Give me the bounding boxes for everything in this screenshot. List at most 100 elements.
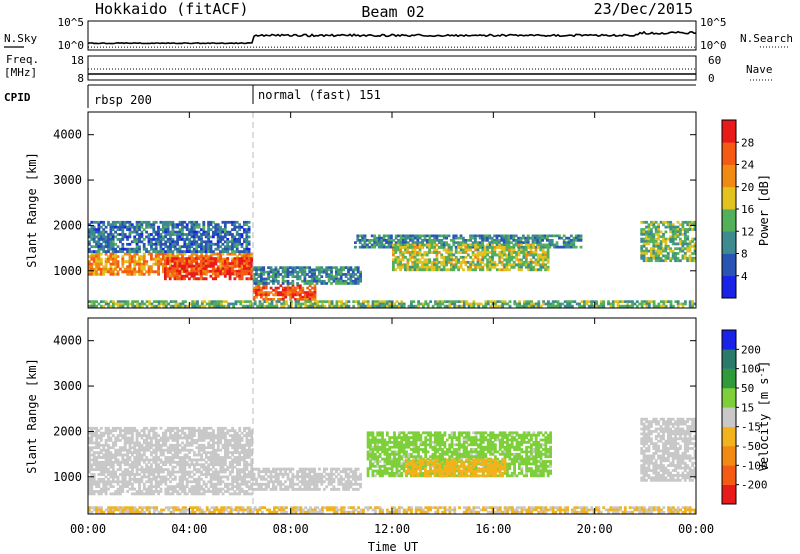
heatmap-cell: [192, 233, 196, 236]
heatmap-cell: [294, 293, 297, 297]
heatmap-cell: [135, 480, 139, 484]
heatmap-cell: [688, 240, 692, 243]
heatmap-cell: [245, 257, 249, 261]
heatmap-cell: [450, 300, 454, 303]
heatmap-cell: [128, 426, 132, 430]
heatmap-cell: [128, 482, 132, 486]
heatmap-cell: [102, 480, 106, 484]
heatmap-cell: [143, 302, 147, 306]
heatmap-cell: [88, 439, 91, 442]
heatmap-cell: [145, 443, 149, 447]
heatmap-cell: [99, 487, 103, 491]
heatmap-cell: [116, 448, 120, 452]
heatmap-cell: [510, 241, 513, 244]
heatmap-cell: [296, 266, 299, 269]
heatmap-cell: [186, 304, 190, 308]
heatmap-cell: [154, 262, 158, 266]
heatmap-cell: [669, 300, 673, 303]
heatmap-cell: [223, 233, 227, 236]
heatmap-cell: [219, 470, 223, 474]
heatmap-cell: [399, 258, 402, 262]
heatmap-cell: [534, 246, 538, 249]
heatmap-cell: [532, 253, 535, 257]
heatmap-cell: [140, 272, 144, 276]
heatmap-cell: [471, 245, 475, 249]
heatmap-cell: [684, 302, 687, 306]
heatmap-cell: [674, 228, 677, 231]
heatmap-cell: [99, 434, 103, 437]
heatmap-cell: [247, 250, 251, 253]
heatmap-cell: [121, 473, 125, 476]
heatmap-cell: [171, 238, 175, 241]
heatmap-cell: [486, 302, 490, 306]
heatmap-cell: [147, 443, 151, 447]
heatmap-cell: [396, 265, 400, 269]
heatmap-cell: [171, 228, 175, 231]
heatmap-cell: [123, 252, 127, 256]
heatmap-cell: [523, 302, 526, 306]
heatmap-cell: [378, 245, 381, 249]
heatmap-cell: [111, 460, 115, 464]
heatmap-cell: [140, 230, 144, 234]
heatmap-cell: [645, 300, 649, 303]
heatmap-cell: [195, 277, 198, 281]
heatmap-cell: [121, 302, 125, 306]
heatmap-cell: [176, 453, 180, 457]
heatmap-cell: [445, 248, 448, 252]
heatmap-cell: [272, 288, 275, 292]
heatmap-cell: [498, 251, 502, 254]
heatmap-cell: [231, 264, 234, 268]
heatmap-cell: [140, 465, 144, 469]
heatmap-cell: [95, 267, 98, 271]
heatmap-cell: [154, 245, 158, 249]
heatmap-cell: [585, 300, 589, 303]
heatmap-cell: [169, 475, 172, 479]
heatmap-cell: [235, 247, 239, 251]
heatmap-cell: [219, 240, 222, 244]
heatmap-cell: [228, 272, 232, 276]
heatmap-cell: [190, 443, 194, 447]
heatmap-cell: [169, 434, 172, 437]
heatmap-cell: [286, 268, 290, 272]
heatmap-cell: [107, 250, 110, 253]
heatmap-cell: [214, 257, 218, 261]
heatmap-cell: [400, 304, 404, 308]
heatmap-cell: [512, 265, 516, 269]
heatmap-cell: [274, 467, 278, 471]
heatmap-cell: [223, 262, 227, 266]
heatmap-cell: [284, 270, 287, 274]
heatmap-cell: [469, 239, 472, 242]
heatmap-cell: [669, 304, 673, 308]
heatmap-cell: [527, 302, 531, 306]
heatmap-cell: [204, 242, 208, 246]
heatmap-cell: [361, 239, 364, 242]
heatmap-cell: [556, 300, 560, 303]
heatmap-cell: [285, 302, 288, 306]
heatmap-cell: [111, 247, 115, 251]
heatmap-cell: [522, 251, 526, 254]
heatmap-cell: [435, 260, 439, 264]
heatmap-cell: [92, 482, 96, 486]
heatmap-cell: [121, 434, 125, 437]
heatmap-cell: [255, 487, 258, 491]
heatmap-cell: [173, 460, 177, 464]
heatmap-cell: [537, 260, 540, 264]
heatmap-cell: [264, 286, 268, 290]
heatmap-cell: [289, 302, 293, 306]
heatmap-cell: [99, 448, 103, 452]
heatmap-cell: [438, 241, 441, 244]
heatmap-cell: [116, 426, 120, 430]
heatmap-cell: [178, 463, 182, 467]
heatmap-cell: [216, 463, 220, 467]
heatmap-cell: [178, 245, 182, 249]
heatmap-cell: [216, 255, 220, 259]
heatmap-cell: [119, 448, 122, 452]
heatmap-cell: [510, 258, 514, 262]
heatmap-cell: [209, 426, 213, 430]
heatmap-cell: [438, 234, 441, 238]
heatmap-cell: [95, 262, 98, 266]
heatmap-cell: [298, 284, 302, 288]
heatmap-cell: [109, 463, 113, 467]
heatmap-cell: [195, 492, 199, 496]
